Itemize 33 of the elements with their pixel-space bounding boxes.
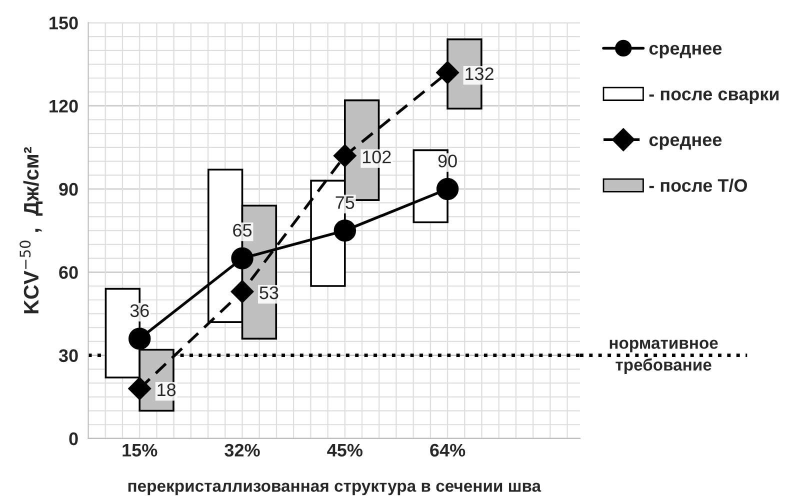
legend-label: среднее: [649, 44, 722, 58]
data-label: 18: [158, 383, 176, 396]
x-axis-title: перекристаллизованная структура в сечении шва: [128, 482, 542, 496]
legend-label: - после Т/О: [649, 178, 748, 192]
point: [230, 280, 254, 304]
y-tick-label: 150: [50, 16, 78, 30]
data-label: 90: [438, 154, 457, 168]
data-label: 75: [336, 196, 354, 209]
data-label: 53: [260, 286, 278, 300]
point: [128, 377, 152, 400]
x-tick-label: 64%: [430, 444, 466, 457]
point: [231, 247, 254, 270]
x-tick-label: 45%: [327, 444, 362, 457]
x-tick-label: 15%: [122, 444, 158, 457]
ref-line-label: нормативное требование: [610, 340, 718, 374]
legend-label: - после сварки: [649, 90, 779, 104]
y-tick-label: 30: [58, 349, 78, 362]
x-tick-label: 32%: [224, 444, 260, 457]
y-tick-label: 120: [50, 100, 78, 113]
data-label: 102: [362, 150, 391, 164]
y-axis-title: KCV$^{−50}$ , Дж/см²: [20, 147, 43, 314]
y-tick-label: 60: [59, 266, 78, 279]
data-label: 65: [233, 224, 252, 237]
point: [436, 61, 460, 84]
data-label: 132: [466, 67, 494, 80]
data-label: 36: [130, 304, 149, 318]
point: [334, 219, 356, 242]
y-tick-label: 90: [59, 182, 78, 196]
point: [436, 178, 459, 200]
point: [128, 328, 151, 350]
legend-label: среднее: [649, 136, 722, 150]
y-tick-label: 0: [69, 432, 78, 446]
point: [333, 144, 356, 168]
